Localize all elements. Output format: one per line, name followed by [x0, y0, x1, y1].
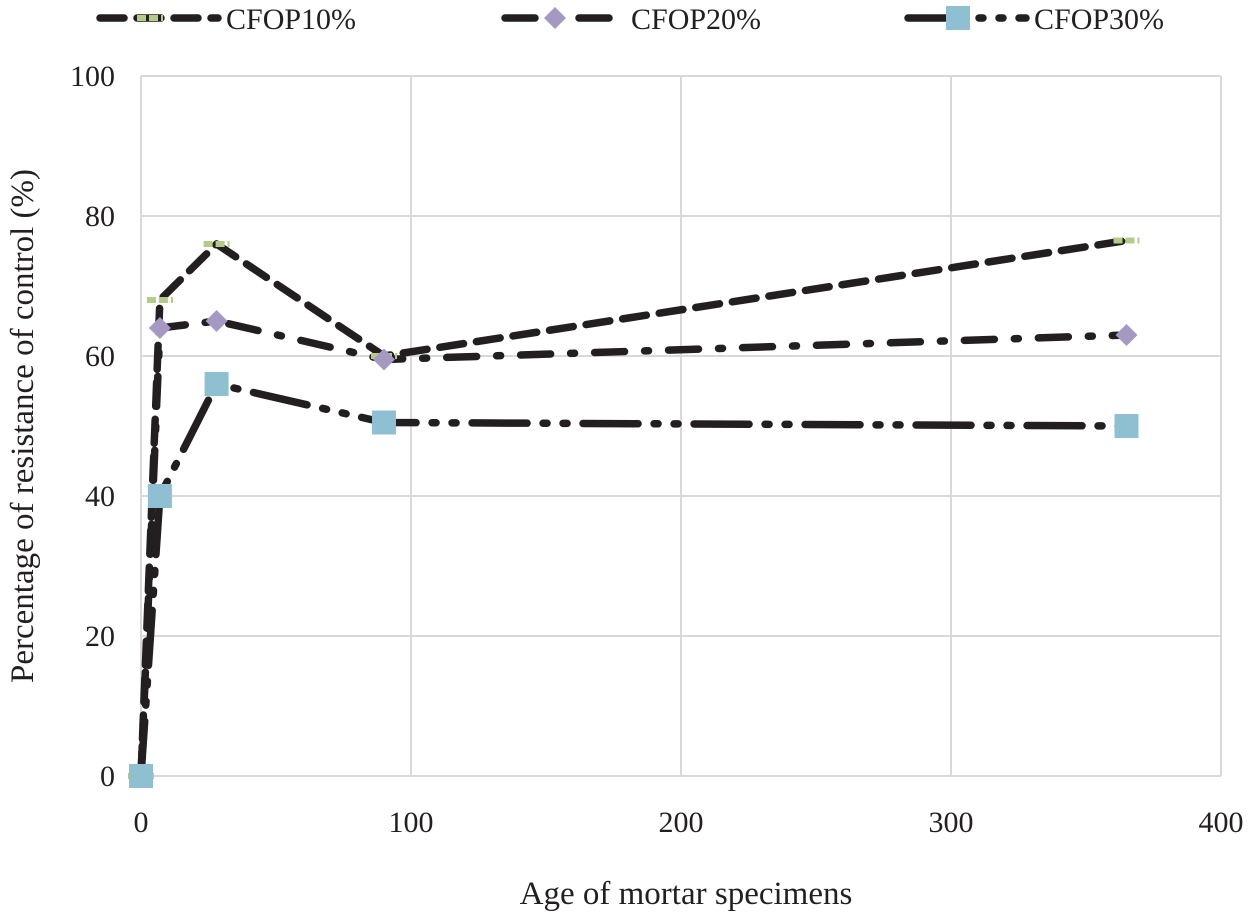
x-tick-label: 400 — [1199, 806, 1244, 839]
legend-label: CFOP30% — [1034, 3, 1164, 36]
grid — [140, 75, 1222, 777]
x-tick-label: 100 — [389, 806, 434, 839]
data-point-CFOP20% — [148, 317, 171, 339]
y-tick-label: 40 — [85, 480, 115, 513]
series-markers — [128, 237, 1140, 788]
legend-label: CFOP10% — [226, 3, 356, 36]
data-point-CFOP30% — [147, 484, 172, 508]
data-point-CFOP30% — [372, 410, 396, 435]
data-point-CFOP30% — [129, 764, 153, 788]
y-tick-label: 20 — [85, 620, 115, 653]
x-axis-title: Age of mortar specimens — [520, 876, 853, 912]
legend-marker-CFOP30% — [946, 6, 970, 30]
data-point-CFOP30% — [204, 372, 229, 396]
series-line-CFOP20% — [137, 317, 1131, 780]
y-tick-label: 0 — [100, 760, 115, 793]
legend-label: CFOP20% — [631, 3, 761, 36]
series-line-CFOP30% — [137, 380, 1131, 780]
series-lines — [137, 236, 1131, 780]
legend-marker-CFOP20% — [544, 7, 566, 29]
series-line-CFOP10% — [137, 236, 1131, 780]
data-point-CFOP20% — [1115, 324, 1138, 346]
data-point-CFOP20% — [373, 348, 395, 371]
x-tick-label: 300 — [929, 806, 974, 839]
y-axis-title: Percentage of resistance of control (%) — [5, 169, 41, 683]
data-point-CFOP30% — [1114, 414, 1139, 438]
x-axis-ticks: 0 100 200 300 400 — [134, 806, 1244, 839]
x-tick-label: 200 — [659, 806, 704, 839]
y-tick-label: 60 — [85, 340, 115, 373]
data-point-CFOP20% — [205, 310, 228, 332]
y-axis-ticks: 0 20 40 60 80 100 — [70, 60, 115, 793]
legend: CFOP10% CFOP20% CFOP30% — [96, 3, 1164, 36]
y-tick-label: 100 — [70, 60, 115, 93]
y-tick-label: 80 — [85, 200, 115, 233]
x-tick-label: 0 — [134, 806, 149, 839]
